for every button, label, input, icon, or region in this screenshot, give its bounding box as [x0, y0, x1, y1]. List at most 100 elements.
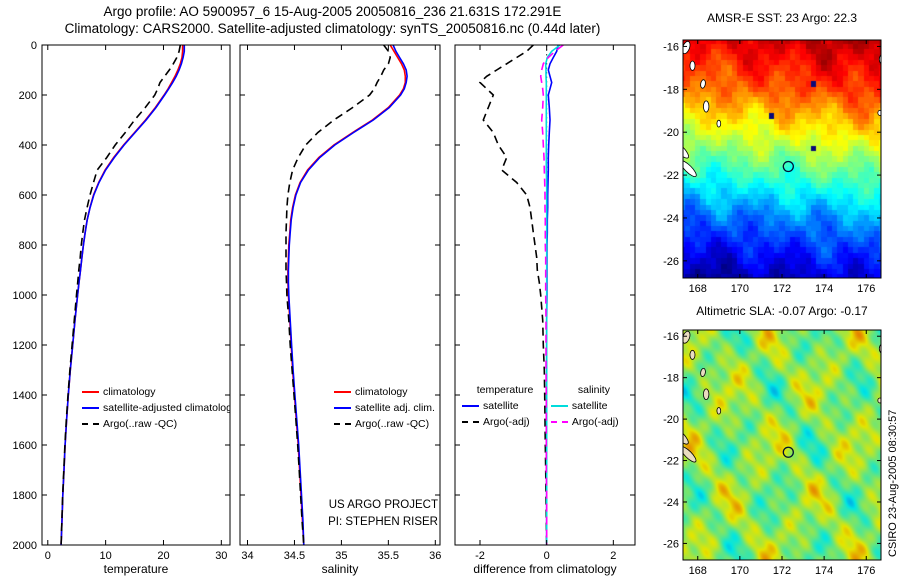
map-y-tick-label: -24	[663, 497, 679, 509]
series-line-argo--adj-	[478, 45, 548, 545]
legend-item: climatology	[82, 384, 230, 400]
map-x-tick-label: 176	[857, 565, 875, 577]
salinity-axis-label: salinity	[321, 562, 359, 576]
map-x-tick-label: 174	[815, 283, 833, 295]
climatology-line-swatch	[82, 391, 99, 394]
project-note-line1: US ARGO PROJECT	[328, 499, 438, 511]
series-line-satellite-adj--clim-	[287, 45, 408, 545]
map-x-tick-label: 172	[773, 565, 791, 577]
series-line-argo---raw--qc-	[60, 45, 182, 545]
map-y-tick-label: -16	[663, 41, 679, 53]
legend-item: satellite adj. clim.	[334, 400, 438, 416]
panel-frame	[41, 44, 231, 546]
legend-label: Argo(..raw -QC)	[103, 418, 178, 430]
map-y-tick-label: -26	[663, 256, 679, 268]
project-note: US ARGO PROJECT PI: STEPHEN RISER	[280, 497, 438, 531]
depth-tick-label: 1000	[13, 290, 37, 302]
difference-axis-label: difference from climatology	[473, 562, 617, 576]
sal-argo-swatch	[550, 421, 568, 424]
series-line-argo---raw--qc-	[285, 45, 392, 545]
legend-label: satellite	[571, 400, 608, 412]
sal-satellite-swatch	[550, 405, 568, 408]
map-y-tick-label: -16	[663, 331, 679, 343]
legend-item: satellite-adjusted climatology	[82, 400, 230, 416]
map-x-tick-label: 168	[689, 283, 707, 295]
legend-header-temperature: temperature	[476, 384, 534, 396]
x-tick-label: 2	[610, 550, 616, 562]
sla-map-canvas	[683, 330, 881, 560]
credit-text: CSIRO 23-Aug-2005 08:30:57	[887, 409, 899, 557]
x-tick-label: 20	[157, 550, 169, 562]
island-outline	[878, 54, 881, 65]
series-line-climatology	[287, 45, 407, 545]
x-tick-label: 0	[544, 550, 550, 562]
figure-title-line1: Argo profile: AO 5900957_6 15-Aug-2005 2…	[103, 4, 562, 19]
sst-map-title: AMSR-E SST: 23 Argo: 22.3	[706, 11, 858, 25]
project-note-line2: PI: STEPHEN RISER	[328, 516, 438, 528]
x-tick-label: 0	[45, 550, 51, 562]
map-y-tick-label: -18	[663, 373, 679, 385]
depth-tick-label: 600	[19, 190, 37, 202]
profile-panel-salinity: 34 34.5 35 35.5 36	[239, 44, 441, 562]
x-tick-label: 36	[429, 550, 441, 562]
legend-label: satellite-adjusted climatology	[103, 402, 230, 414]
legend-label: satellite	[483, 400, 519, 412]
legend-item: Argo(..raw -QC)	[334, 416, 438, 432]
depth-tick-label: 2000	[13, 540, 37, 552]
legend-header-salinity: salinity	[577, 384, 610, 396]
map-y-tick-label: -20	[663, 127, 679, 139]
depth-tick-label: 1400	[13, 390, 37, 402]
legend-label: Argo(-adj)	[483, 416, 530, 428]
x-tick-label: 30	[215, 550, 227, 562]
x-tick-label: 34.5	[284, 550, 305, 562]
temperature-legend: climatology satellite-adjusted climatolo…	[82, 384, 230, 432]
map-y-tick-label: -22	[663, 456, 679, 468]
depth-tick-label: 800	[19, 240, 37, 252]
satellite-clim-line-swatch	[82, 407, 99, 410]
legend-header-row: temperature salinity	[462, 382, 637, 398]
sst-map-canvas	[683, 40, 881, 278]
climatology-line-swatch	[334, 391, 351, 394]
depth-tick-label: 1600	[13, 440, 37, 452]
series-line-satellite	[545, 45, 560, 545]
panel-frame	[454, 44, 636, 546]
legend-item-row: Argo(-adj) Argo(-adj)	[462, 414, 637, 430]
depth-tick-label: 400	[19, 140, 37, 152]
panel-frame	[239, 44, 441, 546]
map-x-tick-label: 174	[815, 565, 833, 577]
map-y-tick-label: -18	[663, 84, 679, 96]
map-x-tick-label: 168	[689, 565, 707, 577]
temp-argo-swatch	[462, 421, 479, 424]
depth-tick-label: 1200	[13, 340, 37, 352]
map-y-tick-label: -20	[663, 414, 679, 426]
profile-panel-temperature: 0 10 20 30 0 200 400 600 800 1000 1200 1400 1600 1800…	[13, 40, 231, 562]
map-x-tick-label: 170	[731, 565, 749, 577]
series-line-climatology	[60, 45, 184, 545]
depth-tick-label: 1800	[13, 490, 37, 502]
map-y-tick-label: -22	[663, 170, 679, 182]
figure-title-line2: Climatology: CARS2000. Satellite-adjuste…	[64, 21, 601, 36]
series-line-satellite	[544, 45, 561, 545]
x-tick-label: 35	[335, 550, 347, 562]
map-y-tick-label: -26	[663, 538, 679, 550]
sla-map-title: Altimetric SLA: -0.07 Argo: -0.17	[696, 304, 868, 318]
map-x-tick-label: 170	[731, 283, 749, 295]
series-line-argo--adj-	[539, 45, 564, 545]
legend-label: climatology	[355, 386, 408, 398]
satellite-clim-line-swatch	[334, 407, 351, 410]
legend-label: Argo(-adj)	[571, 416, 619, 428]
x-tick-label: 10	[100, 550, 112, 562]
x-tick-label: 35.5	[378, 550, 399, 562]
salinity-legend: climatology satellite adj. clim. Argo(..…	[334, 384, 438, 432]
map-x-tick-label: 172	[773, 283, 791, 295]
depth-tick-label: 200	[19, 90, 37, 102]
map-x-tick-label: 176	[857, 283, 875, 295]
argo-line-swatch	[334, 423, 351, 426]
argo-line-swatch	[82, 423, 99, 426]
x-tick-label: 34	[241, 550, 253, 562]
legend-label: Argo(..raw -QC)	[355, 418, 430, 430]
legend-label: satellite adj. clim.	[355, 402, 435, 414]
legend-item-row: satellite satellite	[462, 398, 637, 414]
legend-item: Argo(..raw -QC)	[82, 416, 230, 432]
